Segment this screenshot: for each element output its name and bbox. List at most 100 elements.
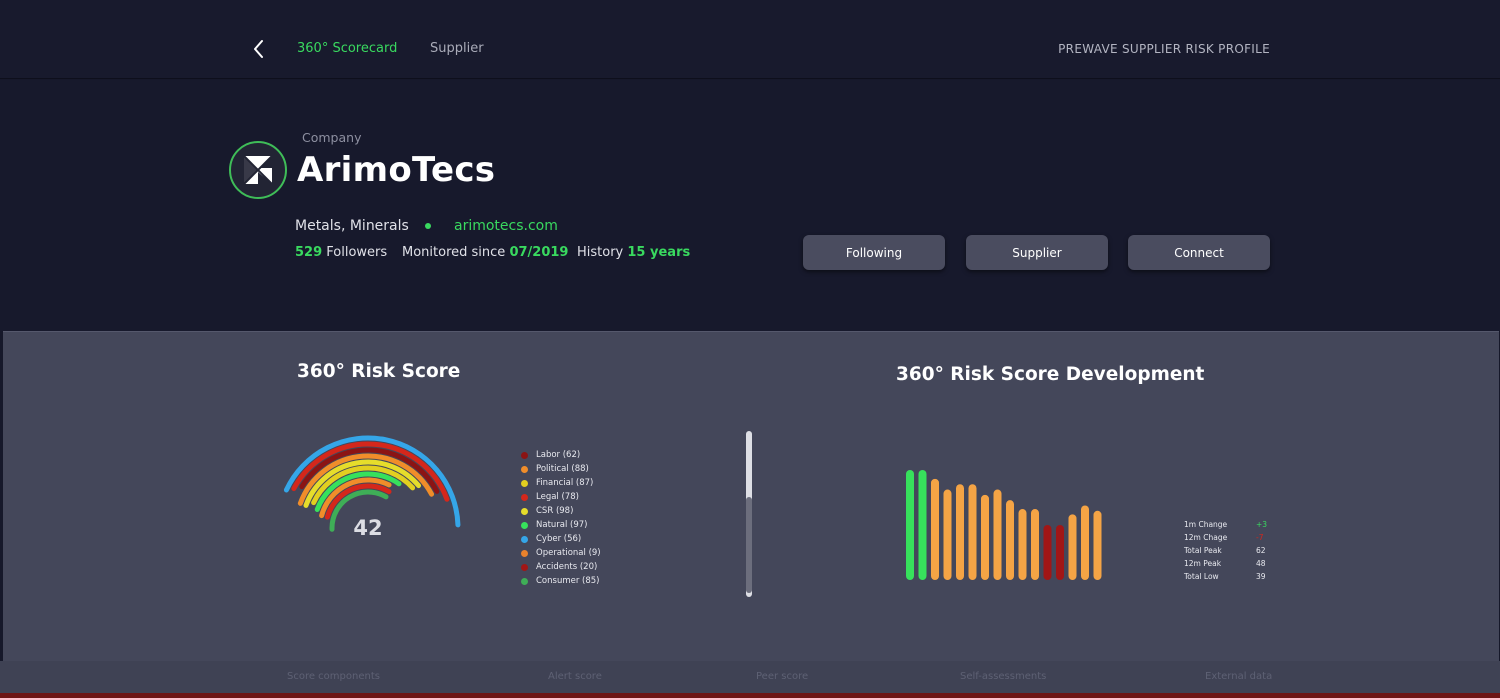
tab-score-components[interactable]: Score components <box>287 671 380 682</box>
following-button[interactable]: Following <box>803 235 945 270</box>
gauge-ring <box>311 465 416 506</box>
stat-label: Total Low <box>1184 572 1219 581</box>
chart-bar <box>943 489 952 580</box>
legend-dot <box>521 521 528 529</box>
stat-row: Total Low 39 <box>1184 570 1267 583</box>
history-info: History 15 years <box>577 245 690 260</box>
website-link[interactable]: arimotecs.com <box>454 218 558 234</box>
stat-label: 1m Change <box>1184 520 1228 529</box>
development-title: 360° Risk Score Development <box>896 364 1205 385</box>
chart-bar <box>1056 525 1064 580</box>
tab-peer-score[interactable]: Peer score <box>756 671 809 682</box>
stat-value: -7 <box>1256 533 1264 542</box>
chart-bar <box>1068 514 1077 580</box>
legend-item: Financial (87) <box>521 476 601 490</box>
legend-item: Legal (78) <box>521 490 601 504</box>
company-logo <box>229 141 287 199</box>
bottom-tab-bar: Score components Alert score Peer score … <box>0 661 1500 693</box>
page-heading: PREWAVE SUPPLIER RISK PROFILE <box>1058 42 1270 56</box>
stat-row: 1m Change +3 <box>1184 518 1267 531</box>
gauge-ring <box>314 471 402 513</box>
stat-value: +3 <box>1256 520 1268 529</box>
industry-text: Metals, Minerals <box>295 218 409 234</box>
followers-info: 529 Followers <box>295 245 387 260</box>
legend-item: Labor (62) <box>521 448 601 462</box>
gauge-ring <box>291 441 450 502</box>
stat-row: 12m Peak 48 <box>1184 557 1267 570</box>
gauge-ring <box>329 489 389 532</box>
gauge-ring <box>297 453 435 506</box>
top-bar: 360° Scorecard Supplier PREWAVE SUPPLIER… <box>0 0 1500 79</box>
legend-dot <box>521 465 528 473</box>
stat-label: 12m Chage <box>1184 533 1228 542</box>
company-logo-icon <box>243 155 273 185</box>
chart-bar <box>1081 505 1089 580</box>
followers-label: Followers <box>326 245 388 260</box>
development-stats: 1m Change +3 12m Chage -7 Total Peak 62 12m Pe… <box>1184 518 1267 583</box>
legend-item: Accidents (20) <box>521 560 601 574</box>
back-arrow-icon[interactable] <box>251 38 269 60</box>
followers-count: 529 <box>295 245 323 260</box>
tab-external-data[interactable]: External data <box>1205 671 1273 682</box>
legend-item: Operational (9) <box>521 546 601 560</box>
legend-label: Labor (62) <box>536 450 581 460</box>
legend-dot <box>521 493 528 501</box>
supplier-button[interactable]: Supplier <box>966 235 1108 270</box>
legend-item: Consumer (85) <box>521 574 601 588</box>
company-header <box>0 80 1500 331</box>
legend-dot <box>521 507 528 515</box>
stat-label: 12m Peak <box>1184 559 1222 568</box>
legend-item: Political (88) <box>521 462 601 476</box>
chart-bar <box>906 470 914 580</box>
monitored-value: 07/2019 <box>509 245 569 260</box>
stat-row: Total Peak 62 <box>1184 544 1267 557</box>
company-label: Company <box>302 130 362 145</box>
stat-label: Total Peak <box>1184 546 1222 555</box>
bottom-accent-line <box>0 693 1500 698</box>
chart-bar <box>968 484 977 580</box>
legend-dot <box>521 563 528 571</box>
chart-bar <box>981 494 989 580</box>
risk-score-value: 42 <box>353 516 382 540</box>
legend-dot <box>521 577 528 585</box>
legend-dot <box>521 549 528 557</box>
legend-label: Natural (97) <box>536 520 588 530</box>
stat-value: 62 <box>1256 546 1266 555</box>
chart-bar <box>1093 510 1102 580</box>
development-bar-chart <box>906 470 1102 580</box>
legend-label: Accidents (20) <box>536 562 598 572</box>
legend-dot <box>521 451 528 459</box>
history-value: 15 years <box>627 245 691 260</box>
chart-bar <box>956 484 964 580</box>
tab-360-scorecard[interactable]: 360° Scorecard <box>297 41 398 56</box>
tab-alert-score[interactable]: Alert score <box>548 671 602 682</box>
legend-label: CSR (98) <box>536 506 574 516</box>
risk-score-gauge: 42 <box>283 435 461 540</box>
risk-score-title: 360° Risk Score <box>297 361 461 382</box>
legend-label: Operational (9) <box>536 548 601 558</box>
monitored-label: Monitored since <box>402 245 506 260</box>
company-name: ArimoTecs <box>297 150 496 190</box>
legend-item: Natural (97) <box>521 518 601 532</box>
history-label: History <box>577 245 624 260</box>
monitored-info: Monitored since 07/2019 <box>402 245 568 260</box>
tab-supplier[interactable]: Supplier <box>430 41 484 56</box>
chart-bar <box>918 470 927 580</box>
separator-dot <box>425 223 431 229</box>
legend-dot <box>521 479 528 487</box>
legend-label: Legal (78) <box>536 492 579 502</box>
chart-bar <box>993 489 1002 580</box>
stat-value: 39 <box>1256 572 1266 581</box>
connect-button[interactable]: Connect <box>1128 235 1270 270</box>
stat-row: 12m Chage -7 <box>1184 531 1267 544</box>
legend-label: Financial (87) <box>536 478 594 488</box>
legend-label: Consumer (85) <box>536 576 600 586</box>
chart-bar <box>1018 509 1027 580</box>
gauge-ring <box>303 459 422 508</box>
tab-self-assessments[interactable]: Self-assessments <box>960 671 1047 682</box>
chart-bar <box>1043 525 1052 580</box>
legend-item: CSR (98) <box>521 504 601 518</box>
scrollbar-thumb[interactable] <box>746 497 752 593</box>
legend-item: Cyber (56) <box>521 532 601 546</box>
legend-dot <box>521 535 528 543</box>
